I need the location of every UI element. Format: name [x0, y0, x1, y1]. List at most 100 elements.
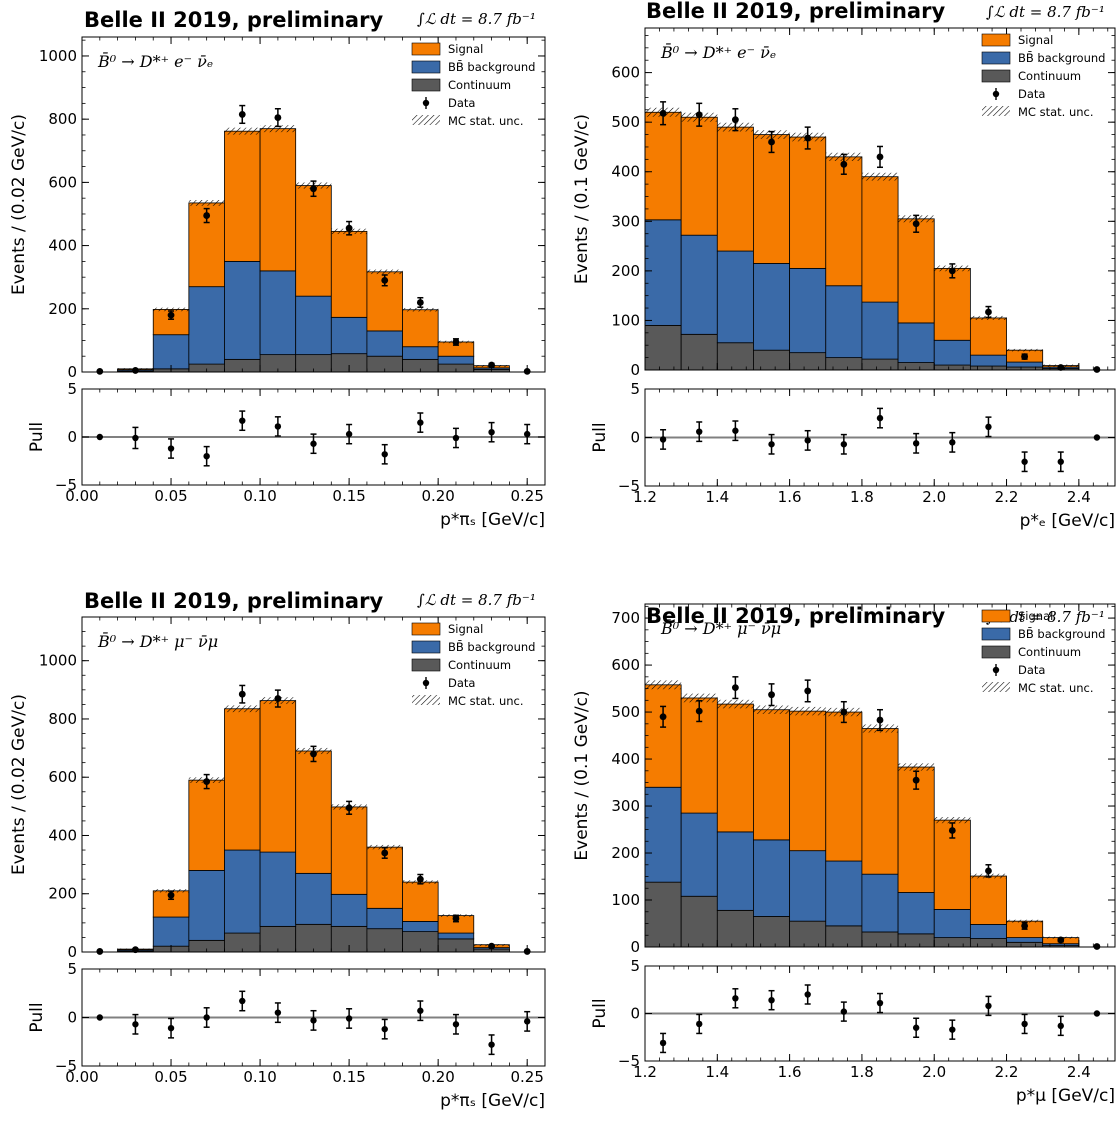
data-point [381, 849, 389, 857]
bbbar-bar [259, 270, 297, 356]
legend-label: Continuum [1018, 69, 1081, 83]
main-axes-frame [644, 603, 1116, 948]
pull-point [659, 1039, 667, 1047]
bbbar-bar [152, 916, 190, 947]
bbbar-bar [437, 355, 475, 365]
signal-bar [825, 711, 863, 862]
mc-stat-unc-band [934, 817, 971, 824]
data-point [238, 111, 246, 118]
bbbar-bar [644, 219, 682, 326]
y-tick-label: 700 [611, 609, 640, 627]
mc-stat-unc-band [366, 269, 403, 275]
data-point [659, 713, 667, 721]
pull-point [488, 429, 495, 436]
continuum-bar [789, 352, 827, 371]
y-tick-label: 0 [67, 943, 77, 961]
legend-label: BB̄ background [1018, 51, 1105, 65]
signal-bar [789, 136, 827, 269]
process-label: B̄⁰ → D*⁺ e⁻ ν̄ₑ [97, 50, 213, 71]
x-tick-label: 2.2 [995, 1063, 1019, 1081]
mc-stat-unc-band [753, 705, 790, 714]
signal-bar [259, 128, 297, 272]
chart-panel-1: Belle II 2019, preliminary ∫ℒ dt = 8.7 fb… [9, 8, 546, 530]
signal-bar [789, 710, 827, 852]
data-point [274, 695, 282, 702]
data-point [274, 114, 282, 121]
x-tick-label: 1.2 [633, 1063, 657, 1081]
mc-stat-unc-band [861, 172, 899, 181]
bbbar-bar [825, 285, 863, 359]
data-point [731, 116, 739, 124]
legend-swatch [981, 51, 1011, 65]
process-label: B̄⁰ → D*⁺ μ⁻ ν̄μ [97, 630, 218, 651]
pull-point [381, 451, 388, 458]
data-point [167, 891, 175, 899]
bbbar-bar [366, 907, 403, 930]
x-tick-label: 1.4 [705, 1063, 729, 1081]
bbbar-bar [188, 870, 225, 941]
data-point [804, 134, 812, 142]
data-point [416, 299, 424, 306]
bbbar-bar [897, 322, 935, 363]
mc-stat-unc-band [1006, 919, 1043, 923]
y-tick-label: 0 [630, 361, 640, 379]
pull-point [274, 1009, 282, 1016]
pull-axis-label: Pull [27, 1002, 47, 1032]
pull-y-tick-label: −5 [55, 476, 77, 494]
pull-y-tick-label: −5 [618, 477, 640, 495]
luminosity-label: ∫ℒ dt = 8.7 fb⁻¹ [417, 591, 536, 609]
bbbar-bar [861, 873, 899, 933]
y-tick-label: 200 [48, 885, 77, 903]
legend-hatch-swatch [412, 695, 440, 705]
continuum-bar [295, 923, 332, 953]
x-tick-label: 1.8 [850, 1063, 874, 1081]
bbbar-bar [933, 909, 971, 939]
signal-bar [224, 130, 261, 262]
pull-point [768, 441, 775, 448]
y-tick-label: 400 [611, 163, 640, 181]
bbbar-bar [969, 354, 1007, 367]
data-point [381, 276, 389, 284]
legend-swatch [981, 609, 1011, 623]
continuum-bar [716, 342, 754, 371]
signal-bar [680, 697, 718, 814]
mc-stat-unc-band [188, 199, 225, 206]
data-point [1021, 922, 1029, 930]
bbbar-bar [716, 831, 754, 911]
legend-swatch [981, 627, 1011, 641]
pull-point [876, 414, 884, 422]
legend-swatch [411, 60, 441, 74]
continuum-bar [897, 933, 935, 948]
data-point [345, 224, 353, 232]
legend-data-marker [422, 679, 430, 687]
chart-panel-2: Belle II 2019, preliminary ∫ℒ dt = 8.7 fb… [572, 0, 1116, 531]
x-tick-label: 0.25 [510, 487, 543, 505]
y-tick-label: 200 [48, 300, 77, 318]
pull-y-tick-label: 0 [630, 429, 640, 447]
pull-y-tick-label: 0 [67, 428, 77, 446]
pull-point [167, 1024, 175, 1032]
bbbar-bar [861, 301, 899, 360]
bbbar-bar [402, 346, 439, 360]
x-tick-label: 0.20 [421, 487, 454, 505]
legend-swatch [411, 640, 441, 654]
signal-bar [716, 703, 754, 833]
pull-point [381, 1025, 388, 1033]
x-axis-label: p*ₑ [GeV/c] [1020, 511, 1115, 531]
signal-bar [933, 267, 971, 341]
signal-bar [330, 230, 368, 318]
data-point [452, 338, 460, 346]
pull-point [310, 1017, 317, 1024]
legend-swatch [981, 645, 1011, 659]
data-point [804, 687, 812, 695]
data-point [1057, 936, 1065, 944]
pull-point [132, 1021, 139, 1028]
continuum-bar [969, 365, 1007, 371]
pull-point [696, 1020, 703, 1028]
signal-bar [897, 218, 935, 324]
signal-bar [716, 126, 754, 252]
y-tick-label: 500 [611, 113, 640, 131]
chart-title: Belle II 2019, preliminary [646, 604, 945, 628]
data-point [985, 867, 992, 875]
pull-point [345, 430, 353, 438]
